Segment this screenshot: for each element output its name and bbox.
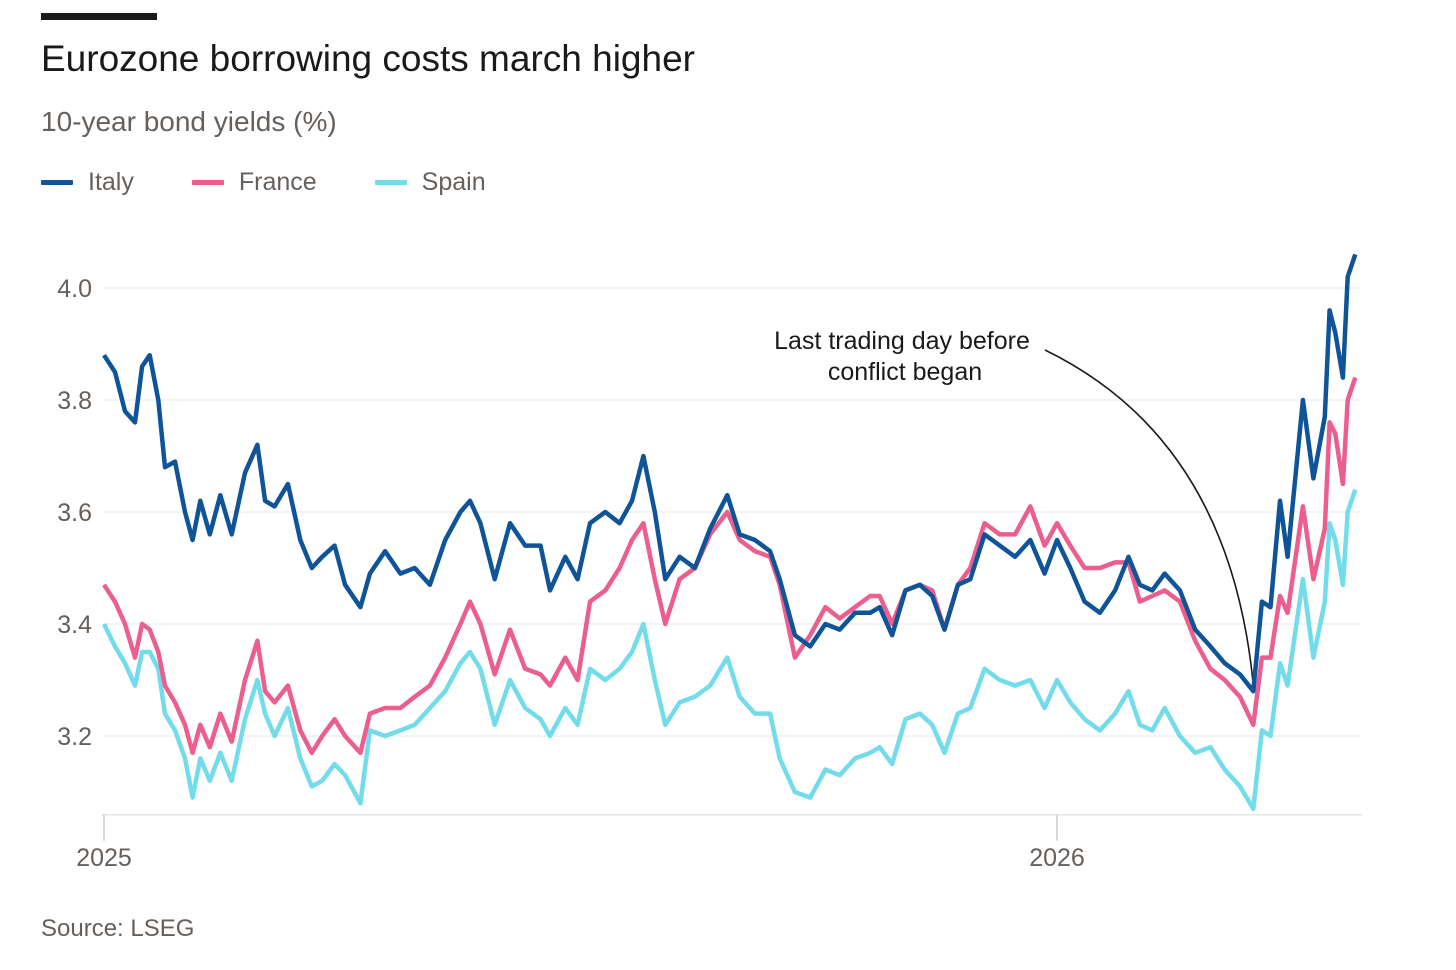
- legend-swatch-spain: [374, 180, 407, 185]
- y-tick-label: 3.2: [57, 723, 92, 751]
- annotation-line-1: Last trading day before: [774, 327, 1030, 355]
- x-tick-label: 2025: [76, 844, 132, 872]
- x-tick-label: 2026: [1029, 844, 1085, 872]
- legend-label-italy: Italy: [88, 168, 134, 196]
- legend: Italy France Spain: [41, 168, 544, 197]
- y-tick-label: 3.4: [57, 611, 92, 639]
- legend-item-italy: Italy: [41, 168, 134, 197]
- axes: 3.2 3.4 3.6 3.8 4.0 2025 2026: [57, 275, 1362, 872]
- legend-item-spain: Spain: [374, 168, 486, 197]
- y-tick-label: 3.6: [57, 499, 92, 527]
- source-note: Source: LSEG: [41, 915, 195, 942]
- legend-swatch-france: [191, 180, 224, 185]
- series-line-france: [102, 376, 1358, 756]
- series-lines: [101, 253, 1358, 812]
- legend-label-spain: Spain: [421, 168, 486, 196]
- chart-title: Eurozone borrowing costs march higher: [41, 38, 695, 79]
- annotation-line-2: conflict began: [828, 358, 982, 386]
- brand-bar: [41, 13, 157, 20]
- series-line-spain: [101, 488, 1358, 812]
- annotation-arrow: [1044, 349, 1255, 686]
- y-tick-label: 4.0: [57, 275, 92, 303]
- legend-item-france: France: [191, 168, 317, 197]
- series-line-italy: [102, 253, 1358, 694]
- y-tick-label: 3.8: [57, 387, 92, 415]
- legend-label-france: France: [238, 168, 317, 196]
- legend-swatch-italy: [41, 180, 73, 185]
- chart-subtitle: 10-year bond yields (%): [41, 106, 337, 137]
